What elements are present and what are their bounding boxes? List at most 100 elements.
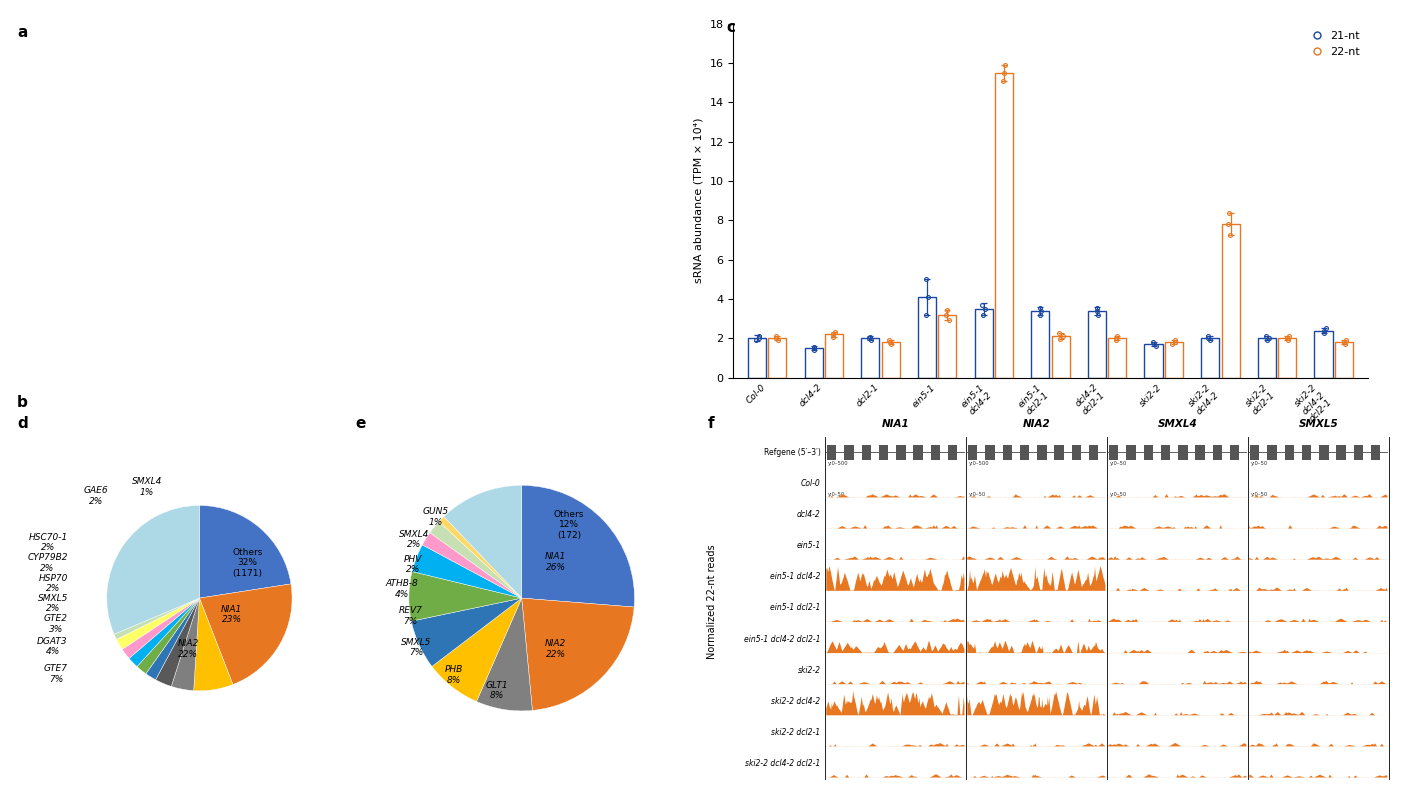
Wedge shape bbox=[430, 522, 522, 598]
Text: f: f bbox=[708, 416, 715, 430]
Text: d: d bbox=[17, 416, 28, 430]
Bar bbox=[881, 342, 900, 378]
Wedge shape bbox=[130, 598, 199, 667]
Bar bbox=[1108, 338, 1127, 378]
Wedge shape bbox=[114, 598, 199, 639]
Text: y:0–500: y:0–500 bbox=[969, 460, 990, 466]
Text: y:0–50: y:0–50 bbox=[828, 492, 845, 497]
Wedge shape bbox=[412, 598, 522, 667]
Text: Others
32%
(1171): Others 32% (1171) bbox=[233, 548, 262, 578]
Wedge shape bbox=[145, 598, 199, 680]
Wedge shape bbox=[137, 598, 199, 674]
Wedge shape bbox=[172, 598, 199, 691]
Text: SMXL4
1%: SMXL4 1% bbox=[133, 477, 162, 497]
Text: ski2-2
dcl4-2
dcl2-1: ski2-2 dcl4-2 dcl2-1 bbox=[611, 405, 633, 423]
Text: ski2-2
dcl2-1: ski2-2 dcl2-1 bbox=[448, 405, 471, 416]
Bar bbox=[1258, 338, 1276, 378]
Text: y:0–50: y:0–50 bbox=[969, 492, 986, 497]
Text: NIA1: NIA1 bbox=[881, 419, 909, 430]
Wedge shape bbox=[522, 486, 635, 607]
Text: ein5-1: ein5-1 bbox=[124, 35, 147, 40]
Bar bbox=[938, 315, 956, 378]
Wedge shape bbox=[193, 598, 233, 691]
Text: SMXL4: SMXL4 bbox=[1158, 419, 1197, 430]
Text: ski2-2
dcl4-2: ski2-2 dcl4-2 bbox=[286, 405, 309, 416]
Text: NIA2: NIA2 bbox=[1022, 419, 1050, 430]
Text: Refgene (5′–3′): Refgene (5′–3′) bbox=[764, 448, 821, 456]
Text: ein5-1
dcl2-1: ein5-1 dcl2-1 bbox=[448, 35, 471, 47]
Wedge shape bbox=[522, 598, 635, 711]
Text: dcl4-2: dcl4-2 bbox=[797, 510, 821, 519]
Text: NIA1
23%: NIA1 23% bbox=[221, 605, 243, 625]
Text: dcl4-2: dcl4-2 bbox=[206, 35, 228, 40]
Text: GAE6
2%: GAE6 2% bbox=[85, 486, 109, 506]
Text: Col-0: Col-0 bbox=[801, 479, 821, 488]
Bar bbox=[1221, 224, 1239, 378]
Text: y:0–50: y:0–50 bbox=[1110, 460, 1127, 466]
Bar bbox=[1335, 342, 1354, 378]
Text: ein5-1: ein5-1 bbox=[797, 541, 821, 550]
Text: ski2-2 dcl4-2: ski2-2 dcl4-2 bbox=[771, 696, 821, 706]
Text: Normalized 22-nt reads: Normalized 22-nt reads bbox=[706, 545, 718, 660]
Wedge shape bbox=[107, 505, 199, 634]
Wedge shape bbox=[444, 486, 522, 598]
Text: Col-0: Col-0 bbox=[45, 35, 63, 40]
Text: ein5-1 dcl4-2 dcl2-1: ein5-1 dcl4-2 dcl2-1 bbox=[744, 634, 821, 644]
Text: y:0–50: y:0–50 bbox=[1251, 492, 1268, 497]
Text: ski2-2 dcl2-1: ski2-2 dcl2-1 bbox=[771, 728, 821, 737]
Text: Col-0: Col-0 bbox=[45, 405, 63, 410]
Text: SMXL5
7%: SMXL5 7% bbox=[400, 638, 431, 657]
Bar bbox=[1279, 338, 1296, 378]
Bar bbox=[1052, 337, 1070, 378]
Text: HSC70-1
2%: HSC70-1 2% bbox=[28, 533, 68, 552]
Bar bbox=[805, 348, 822, 378]
Text: PHB
8%: PHB 8% bbox=[444, 665, 462, 685]
Text: ein5-1
dcl4-2
dcl2-1: ein5-1 dcl4-2 dcl2-1 bbox=[611, 35, 633, 54]
Wedge shape bbox=[155, 598, 199, 686]
Text: a: a bbox=[17, 25, 27, 40]
Text: Others
12%
(172): Others 12% (172) bbox=[554, 510, 584, 540]
Wedge shape bbox=[412, 545, 522, 598]
Bar bbox=[1201, 338, 1220, 378]
Bar bbox=[825, 334, 843, 378]
Text: y:0–50: y:0–50 bbox=[1110, 492, 1127, 497]
Bar bbox=[862, 338, 880, 378]
Bar bbox=[747, 338, 766, 378]
Bar bbox=[1165, 342, 1183, 378]
Bar bbox=[768, 338, 787, 378]
Text: DGAT3
4%: DGAT3 4% bbox=[37, 637, 68, 656]
Text: GTE2
3%: GTE2 3% bbox=[44, 615, 68, 634]
Wedge shape bbox=[477, 598, 533, 711]
Text: dcl4-2: dcl4-2 bbox=[206, 405, 228, 410]
Text: GTE7
7%: GTE7 7% bbox=[44, 664, 68, 684]
Text: dcl2-1: dcl2-1 bbox=[530, 35, 553, 40]
Text: NIA1
26%: NIA1 26% bbox=[544, 552, 567, 571]
Bar bbox=[1145, 345, 1163, 378]
Bar bbox=[1314, 331, 1332, 378]
Text: NIA2
22%: NIA2 22% bbox=[544, 639, 567, 659]
Legend: 21-nt, 22-nt: 21-nt, 22-nt bbox=[1303, 29, 1362, 59]
Wedge shape bbox=[117, 598, 199, 649]
Wedge shape bbox=[431, 598, 522, 701]
Text: b: b bbox=[17, 395, 28, 410]
Text: REV7
7%: REV7 7% bbox=[399, 607, 423, 626]
Text: CYP79B2
2%: CYP79B2 2% bbox=[27, 553, 68, 573]
Bar bbox=[1089, 311, 1105, 378]
Y-axis label: sRNA abundance (TPM × 10⁴): sRNA abundance (TPM × 10⁴) bbox=[694, 118, 704, 283]
Text: ATHB-8
4%: ATHB-8 4% bbox=[385, 579, 417, 599]
Wedge shape bbox=[199, 505, 290, 598]
Wedge shape bbox=[439, 516, 522, 598]
Text: SMXL5: SMXL5 bbox=[1299, 419, 1338, 430]
Text: PHV
2%: PHV 2% bbox=[405, 555, 423, 574]
Text: SMXL4
2%: SMXL4 2% bbox=[399, 530, 429, 549]
Wedge shape bbox=[409, 571, 522, 621]
Text: y:0–500: y:0–500 bbox=[828, 460, 849, 466]
Text: SMXL5
2%: SMXL5 2% bbox=[38, 594, 68, 613]
Text: ein5-1
dcl4-2: ein5-1 dcl4-2 bbox=[286, 35, 309, 47]
Wedge shape bbox=[422, 533, 522, 598]
Text: HSP70
2%: HSP70 2% bbox=[38, 574, 68, 593]
Bar bbox=[1031, 311, 1049, 378]
Text: e: e bbox=[355, 416, 365, 430]
Text: y:0–50: y:0–50 bbox=[1251, 460, 1268, 466]
Bar bbox=[995, 73, 1012, 378]
